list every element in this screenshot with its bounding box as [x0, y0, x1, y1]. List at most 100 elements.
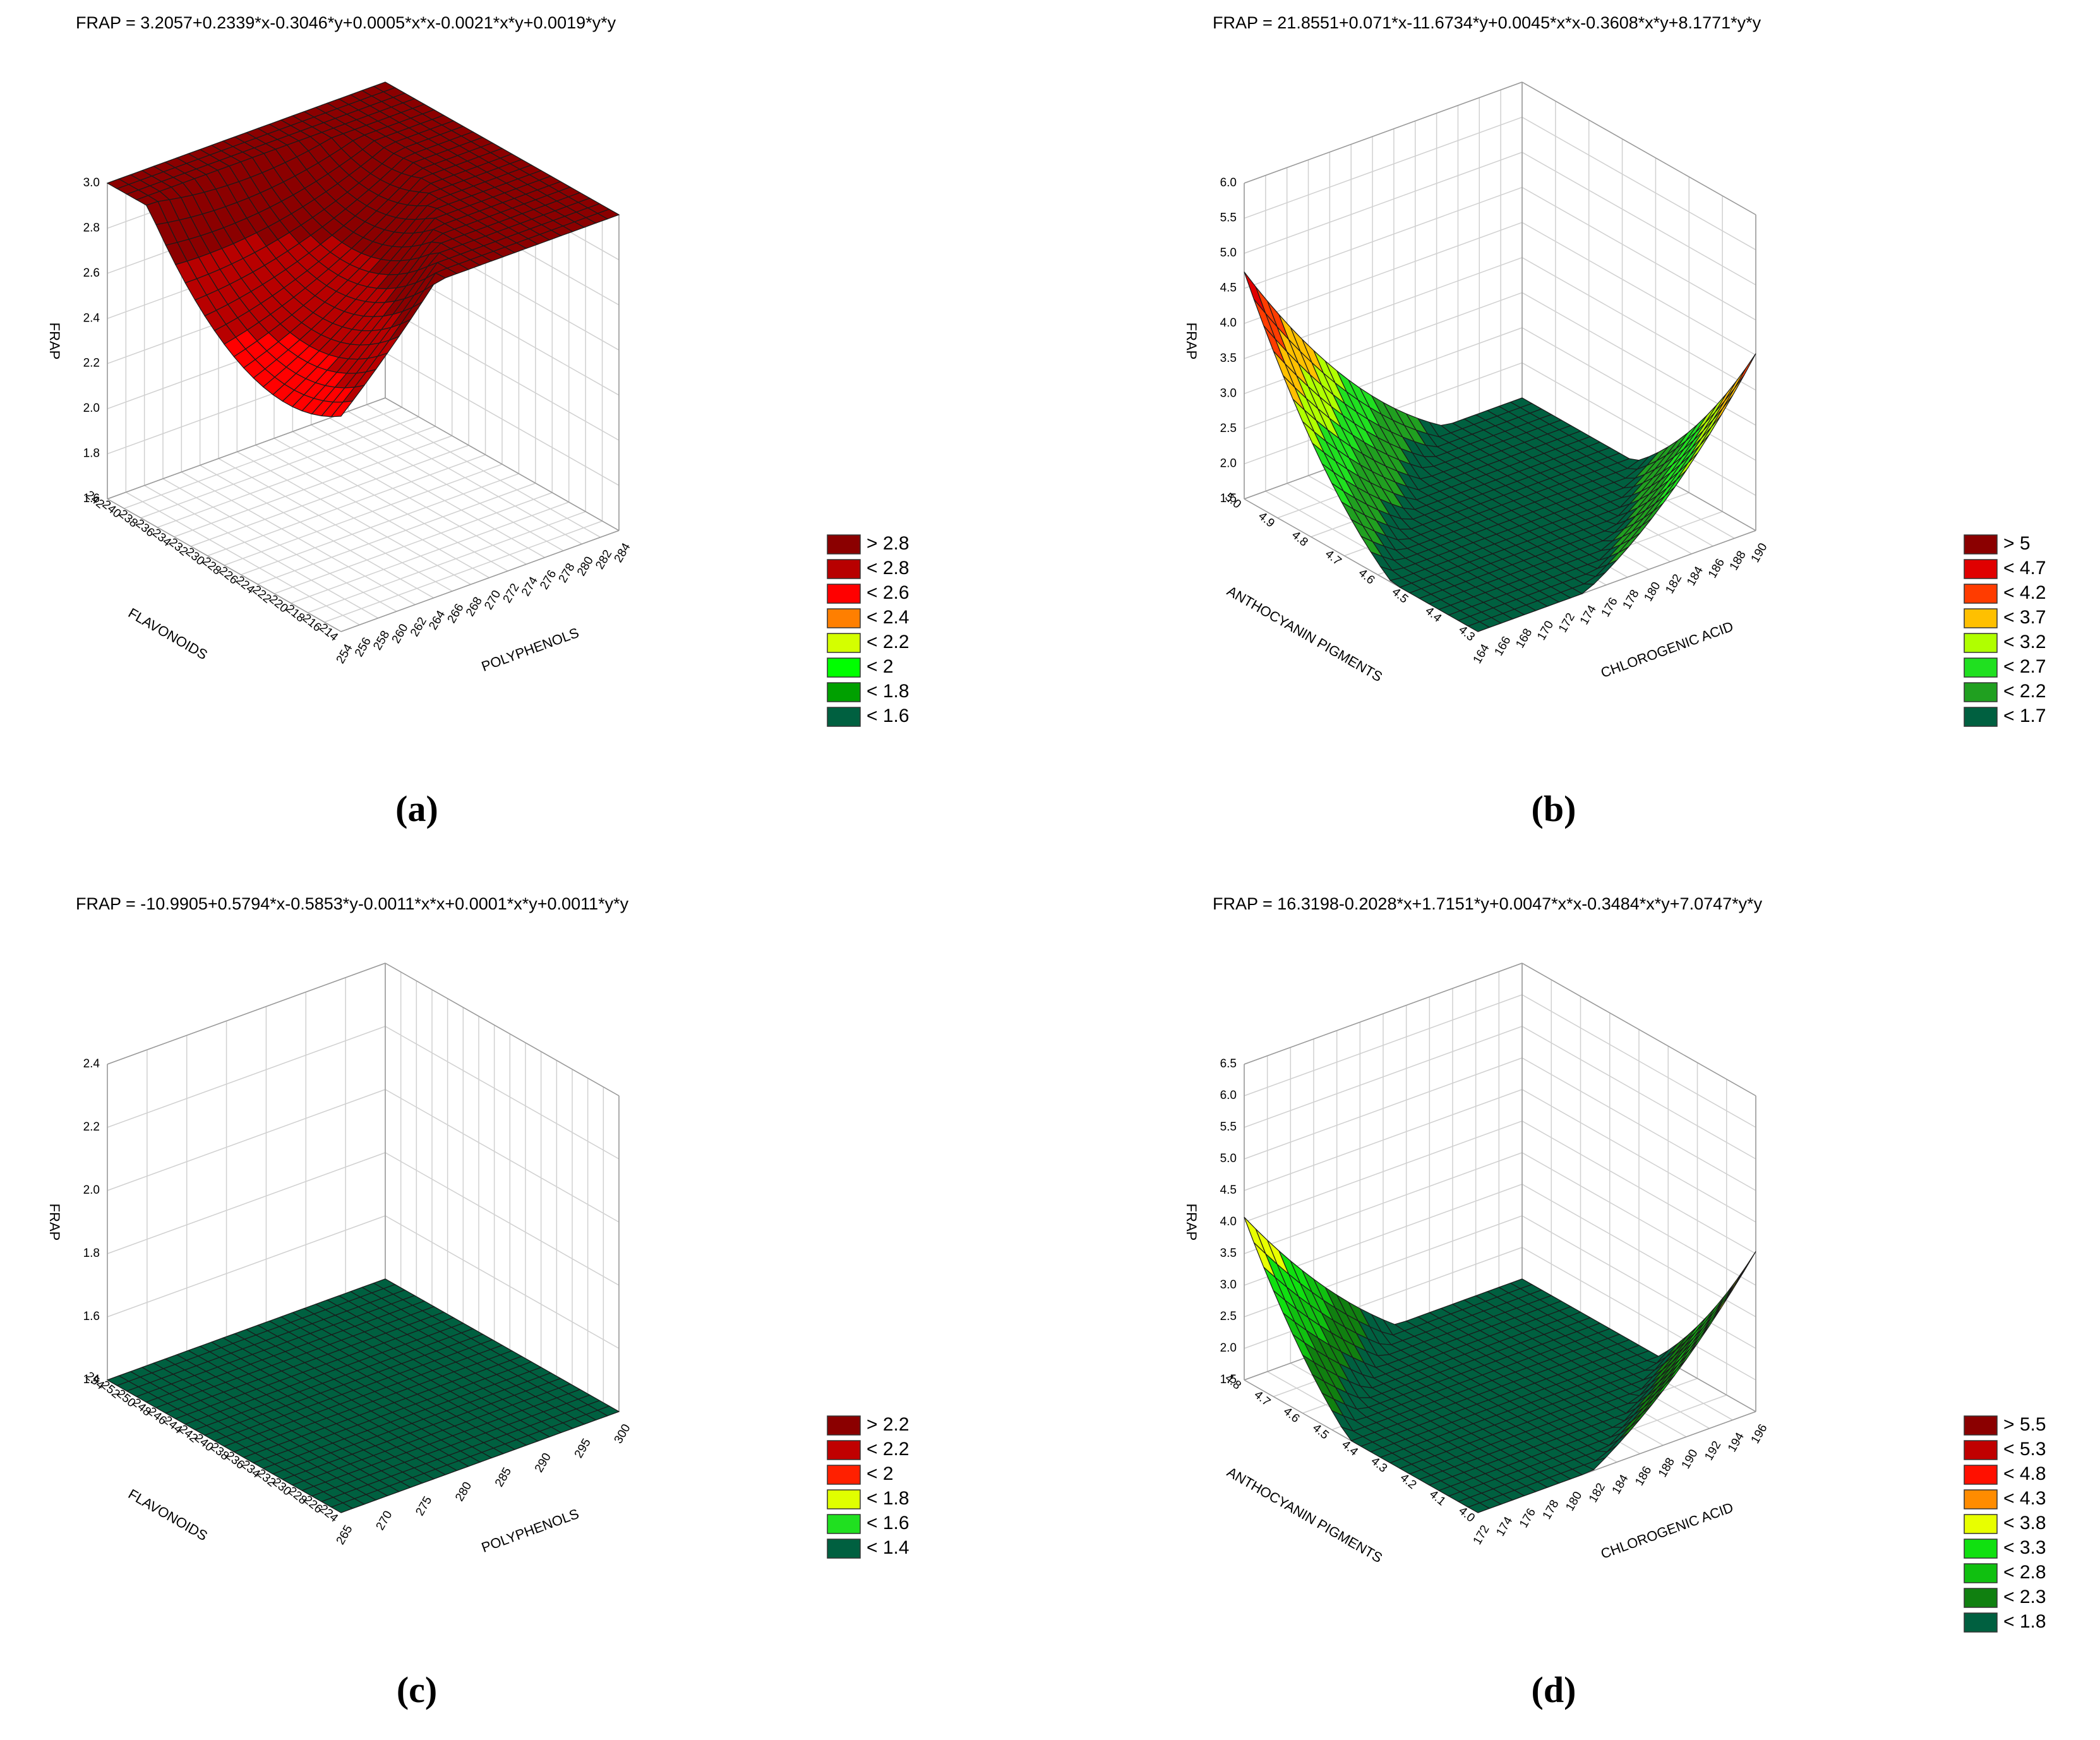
legend-label: < 5.3	[2003, 1439, 2046, 1460]
grid-line	[385, 1026, 620, 1160]
grid-line	[1521, 1152, 1756, 1286]
legend-swatch	[1964, 1489, 1998, 1509]
x-tick-label: 254	[334, 642, 356, 666]
grid-line	[174, 435, 452, 537]
x-tick-label: 174	[1578, 603, 1599, 627]
box-edge	[1244, 81, 1523, 184]
panel-label: (c)	[397, 1669, 437, 1710]
x-tick-label: 186	[1706, 556, 1727, 580]
grid-line	[274, 492, 553, 594]
legend-label: < 1.4	[867, 1537, 909, 1558]
panel-label: (d)	[1532, 1669, 1576, 1710]
grid-line	[1521, 1184, 1756, 1317]
grid-line	[241, 473, 519, 575]
grid-line	[1521, 1057, 1756, 1191]
legend-swatch	[827, 707, 861, 727]
legend-label: < 2.4	[867, 607, 909, 628]
legend-label: < 2.2	[2003, 681, 2046, 702]
z-tick-label: 2.4	[83, 1057, 100, 1071]
y-tick-label: 4.6	[1356, 567, 1377, 587]
z-tick-label: 1.6	[83, 1310, 100, 1323]
x-tick-label: 172	[1471, 1523, 1492, 1547]
grid-line	[1244, 116, 1523, 219]
legend-swatch	[827, 1539, 861, 1559]
legend-label: < 1.6	[867, 1513, 909, 1533]
legend-label: < 3.7	[2003, 607, 2046, 628]
x-tick-label: 192	[1702, 1439, 1724, 1463]
legend-label: < 3.2	[2003, 632, 2046, 652]
grid-line	[291, 501, 569, 604]
legend-label: < 2.3	[2003, 1587, 2046, 1607]
box-edge	[385, 397, 620, 531]
legend-swatch	[827, 559, 861, 579]
grid-line	[385, 1152, 620, 1286]
box-edge	[1521, 81, 1756, 215]
legend-label: < 1.7	[2003, 705, 2046, 726]
grid-line	[1521, 292, 1756, 426]
z-tick-label: 2.0	[1220, 1341, 1237, 1355]
legend-label: < 2.2	[867, 1439, 909, 1460]
legend-swatch	[1964, 657, 1998, 678]
grid-line	[1244, 186, 1523, 289]
x-tick-label: 272	[501, 582, 522, 606]
grid-line	[324, 520, 603, 623]
grid-line	[107, 1152, 386, 1254]
grid-line	[107, 1026, 386, 1128]
x-tick-label: 180	[1563, 1489, 1585, 1513]
y-tick-label: 4.5	[1310, 1421, 1331, 1442]
chart-title: FRAP = 3.2057+0.2339*x-0.3046*y+0.0005*x…	[76, 13, 616, 32]
panel: FRAP = 21.8551+0.071*x-11.6734*y+0.0045*…	[1184, 13, 2046, 829]
z-tick-label: 1.5	[1220, 492, 1237, 505]
grid-line	[157, 426, 436, 528]
legend-swatch	[1964, 584, 1998, 604]
legend-swatch	[1964, 682, 1998, 702]
grid-line	[385, 352, 620, 486]
z-tick-label: 4.0	[1220, 316, 1237, 330]
x-tick-label: 178	[1540, 1498, 1562, 1522]
legend-swatch	[1964, 1440, 1998, 1460]
grid-line	[190, 445, 469, 547]
legend-swatch	[827, 1440, 861, 1460]
x-tick-label: 188	[1656, 1456, 1677, 1480]
z-tick-label: 4.5	[1220, 1184, 1237, 1197]
legend-label: < 2.2	[867, 632, 909, 652]
x-tick-label: 260	[390, 622, 411, 646]
x-tick-label: 166	[1492, 634, 1513, 658]
x-tick-label: 284	[612, 541, 633, 565]
z-tick-label: 5.5	[1220, 212, 1237, 225]
legend-swatch	[827, 534, 861, 555]
grid-line	[207, 454, 486, 556]
z-tick-label: 3.5	[1220, 1247, 1237, 1260]
legend-swatch	[1964, 1514, 1998, 1534]
legend-swatch	[827, 584, 861, 604]
grid-line	[385, 1215, 620, 1349]
grid-line	[307, 511, 586, 613]
z-tick-label: 5.0	[1220, 1152, 1237, 1165]
grid-line	[1521, 187, 1756, 321]
x-axis-label: CHLOROGENIC ACID	[1599, 1499, 1735, 1562]
grid-line	[385, 1089, 620, 1223]
grid-line	[1521, 257, 1756, 391]
legend-swatch	[1964, 707, 1998, 727]
grid-line	[124, 407, 402, 509]
legend-swatch	[1964, 1465, 1998, 1485]
z-tick-label: 3.0	[1220, 387, 1237, 400]
y-tick-label: 4.9	[1256, 510, 1277, 531]
box-edge	[1521, 963, 1756, 1096]
x-tick-label: 188	[1727, 549, 1749, 573]
legend-swatch	[1964, 633, 1998, 653]
legend-label: > 2.8	[867, 533, 909, 554]
legend-swatch	[1964, 1539, 1998, 1559]
surface-patch	[330, 400, 354, 417]
x-tick-label: 164	[1471, 642, 1492, 666]
x-tick-label: 184	[1684, 564, 1706, 588]
legend-swatch	[1964, 1588, 1998, 1608]
grid-line	[1521, 327, 1756, 461]
grid-line	[1244, 1057, 1523, 1160]
surface-patch	[1467, 621, 1491, 632]
z-tick-label: 2.8	[83, 221, 100, 234]
surface-patch	[1734, 353, 1756, 389]
grid-line	[1244, 1089, 1523, 1191]
z-tick-label: 6.0	[1220, 176, 1237, 189]
grid-line	[140, 416, 419, 519]
